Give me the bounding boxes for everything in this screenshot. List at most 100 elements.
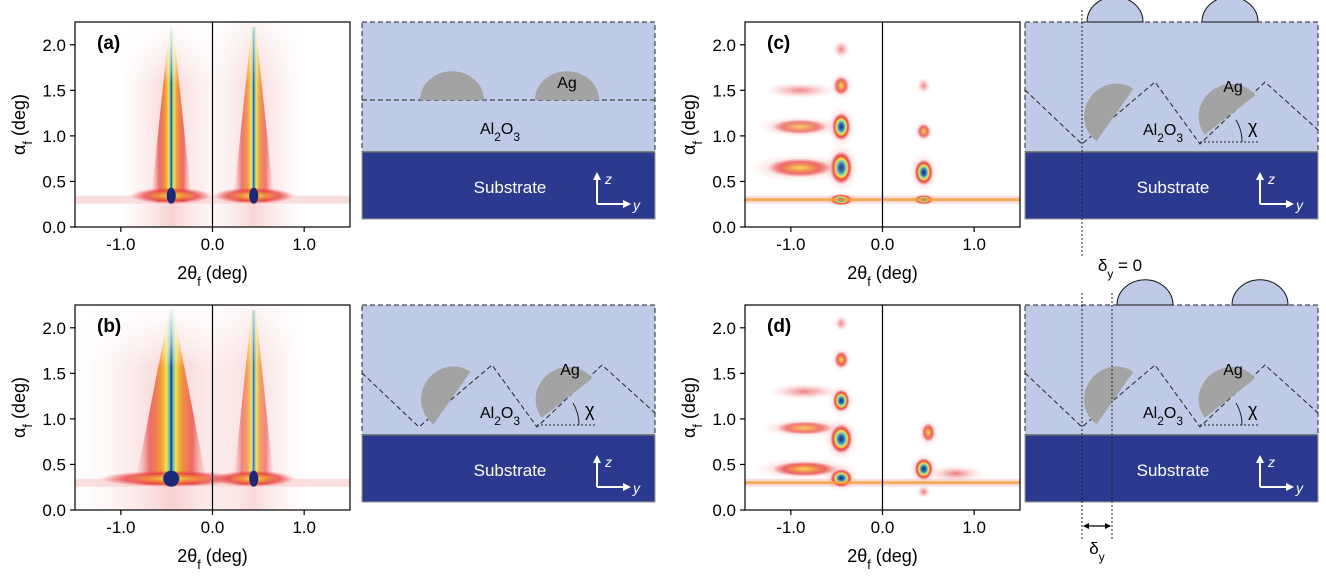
particle-left — [1084, 83, 1134, 142]
delta-label: δy = 0 — [1098, 256, 1142, 281]
angle-label: χ — [1248, 400, 1258, 420]
spot — [919, 80, 929, 92]
x-tick-label: 0.0 — [871, 235, 895, 254]
angle-arc — [1235, 119, 1243, 143]
angle-arc — [1235, 402, 1243, 426]
y-arrowhead — [623, 200, 631, 208]
spot — [835, 42, 847, 56]
shift-arrowhead-right — [1105, 523, 1111, 529]
oxide-label: Al2O3 — [480, 405, 520, 428]
panel-label: (a) — [97, 33, 120, 54]
x-tick-label: 1.0 — [292, 518, 316, 537]
schematic: Substrate z y Al2O3 Ag χ — [361, 304, 656, 503]
delta-label: δy — [1089, 539, 1104, 564]
schematic: Substrate z y Al2O3 Ag χ δy = 0 — [1024, 0, 1319, 281]
x-axis-label: 2θf (deg) — [847, 263, 918, 289]
oxide-layer — [362, 22, 655, 152]
substrate-frame — [1024, 434, 1319, 503]
x-tick-label: -1.0 — [106, 518, 135, 537]
substrate-frame — [1024, 151, 1319, 220]
particle-right — [1198, 366, 1256, 418]
y-tick-label: 0.5 — [712, 172, 736, 191]
spot — [772, 461, 837, 477]
angle-arc — [572, 402, 580, 426]
rod-peak — [249, 187, 259, 204]
x-tick-label: -1.0 — [776, 235, 805, 254]
y-tick-label: 1.0 — [712, 410, 736, 429]
oxide-label: Al2O3 — [480, 121, 520, 144]
z-arrowhead — [1256, 172, 1264, 180]
oxide-layer — [1025, 22, 1318, 152]
particle-right — [535, 366, 593, 418]
y-tick-label: 0.0 — [712, 501, 736, 520]
oxide-label: Al2O3 — [1143, 405, 1183, 428]
z-axis-label: z — [1267, 171, 1275, 187]
x-axis-label: 2θf (deg) — [847, 546, 918, 572]
panel-label: (d) — [767, 316, 791, 337]
y-tick-label: 1.5 — [42, 81, 66, 100]
particle-label: Ag — [560, 362, 580, 379]
y-tick-label: 1.5 — [712, 81, 736, 100]
substrate-label: Substrate — [474, 178, 547, 197]
panel-label: (c) — [767, 33, 790, 54]
y-tick-label: 1.0 — [42, 127, 66, 146]
y-tick-label: 1.0 — [712, 127, 736, 146]
z-axis-label: z — [604, 454, 612, 470]
top-cap-right — [1231, 279, 1289, 306]
y-tick-label: 0.0 — [712, 218, 736, 237]
spot — [917, 124, 931, 139]
particle-left — [420, 71, 484, 100]
substrate-label: Substrate — [1137, 178, 1210, 197]
oxide-layer — [1025, 305, 1318, 435]
faceted-interface — [1024, 81, 1319, 145]
particle-label: Ag — [1223, 362, 1243, 379]
spot — [921, 423, 935, 442]
y-axis-label: αf (deg) — [9, 94, 35, 155]
y-tick-label: 0.5 — [42, 172, 66, 191]
top-cap-left — [1116, 279, 1174, 306]
schematic: Substrate z y Al2O3 Ag χ δy — [1024, 279, 1319, 564]
y-tick-label: 2.0 — [712, 36, 736, 55]
y-axis-label: y — [632, 480, 641, 496]
rod-peak — [249, 470, 259, 487]
spot — [919, 487, 929, 497]
substrate-label: Substrate — [1137, 461, 1210, 480]
y-axis-label: y — [1295, 480, 1304, 496]
y-axis-label: αf (deg) — [9, 377, 35, 438]
spot — [836, 317, 846, 329]
top-cap-left — [1086, 0, 1144, 23]
top-cap-right — [1201, 0, 1259, 23]
z-axis-label: z — [604, 171, 612, 187]
substrate-layer — [362, 152, 655, 219]
z-axis-label: z — [1267, 454, 1275, 470]
y-axis-label: αf (deg) — [679, 377, 705, 438]
y-axis-label: y — [632, 197, 641, 213]
faceted-interface — [1024, 364, 1319, 428]
y-tick-label: 1.0 — [42, 410, 66, 429]
panel-a: 0.0 0.5 1.0 1.5 2.0 -1.0 0.0 1.0 αf (deg) 2θf (de… — [9, 21, 656, 289]
x-tick-label: 0.0 — [201, 518, 225, 537]
panel-label: (b) — [97, 316, 121, 337]
schematic: Substrate z y Al2O3 Ag — [361, 21, 656, 220]
y-tick-label: 1.5 — [712, 364, 736, 383]
y-arrowhead — [1286, 200, 1294, 208]
spot — [937, 468, 975, 480]
angle-label: χ — [1248, 117, 1258, 137]
panel-d: 0.0 0.5 1.0 1.5 2.0 -1.0 0.0 1.0 αf (deg) 2θf (de… — [679, 279, 1319, 572]
y-tick-label: 2.0 — [42, 319, 66, 338]
spot — [772, 119, 828, 135]
spot — [914, 159, 933, 186]
y-tick-label: 0.0 — [42, 501, 66, 520]
shift-arrowhead-left — [1083, 523, 1089, 529]
oxide-layer — [362, 305, 655, 435]
substrate-layer — [1025, 152, 1318, 219]
y-tick-label: 0.5 — [712, 455, 736, 474]
particle-label: Ag — [557, 75, 577, 92]
x-tick-label: 1.0 — [962, 235, 986, 254]
x-axis-label: 2θf (deg) — [177, 263, 248, 289]
x-tick-label: 1.0 — [292, 235, 316, 254]
x-tick-label: -1.0 — [776, 518, 805, 537]
oxide-label: Al2O3 — [1143, 122, 1183, 145]
rod-peak — [163, 470, 180, 487]
